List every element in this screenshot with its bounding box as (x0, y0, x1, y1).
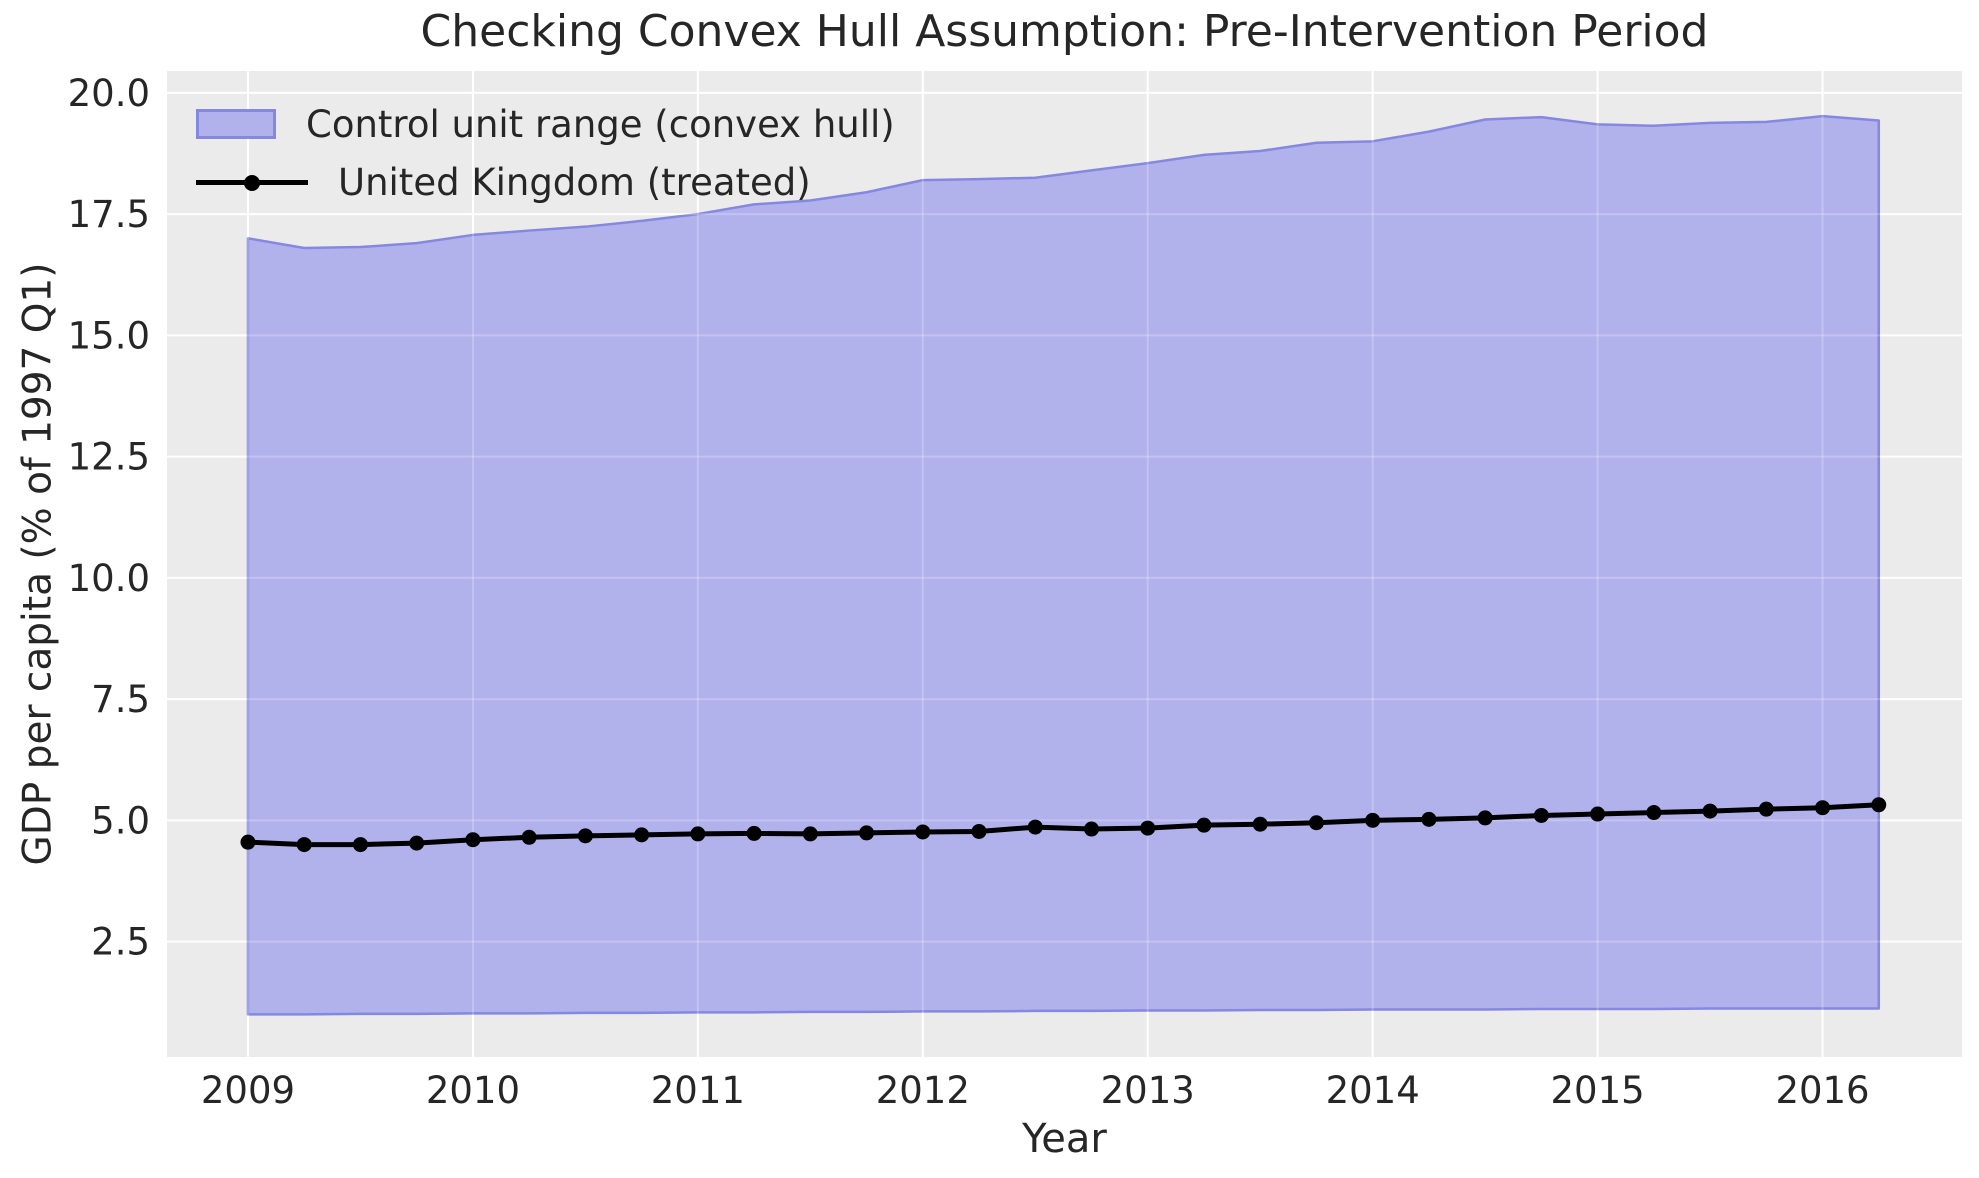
treated-line-marker (1365, 812, 1381, 828)
y-tick-label: 12.5 (68, 436, 150, 479)
treated-line-marker (1871, 797, 1887, 813)
treated-line-marker (859, 825, 875, 841)
treated-line-marker (1140, 820, 1156, 836)
treated-line-marker (1477, 810, 1493, 826)
legend: Control unit range (convex hull) United … (196, 95, 895, 211)
y-tick-label: 2.5 (91, 921, 150, 964)
area-swatch-icon (196, 109, 276, 139)
line-marker-icon (196, 167, 308, 197)
treated-line-marker (240, 834, 256, 850)
legend-label-united-kingdom: United Kingdom (treated) (338, 160, 811, 204)
y-tick-label: 17.5 (68, 193, 150, 236)
x-tick-label: 2014 (1326, 1069, 1420, 1112)
y-tick-label: 5.0 (91, 799, 150, 842)
control-range-band (246, 114, 1881, 1016)
treated-line-marker (802, 826, 818, 842)
treated-line-marker (971, 823, 987, 839)
x-tick-label: 2012 (876, 1069, 970, 1112)
y-axis-label: GDP per capita (% of 1997 Q1) (15, 262, 61, 866)
y-tick-label: 15.0 (68, 314, 150, 357)
treated-line-marker (352, 837, 368, 853)
treated-line-marker (1196, 817, 1212, 833)
treated-line-marker (1533, 807, 1549, 823)
treated-line-marker (577, 828, 593, 844)
treated-line-marker (1815, 800, 1831, 816)
y-tick-label: 20.0 (68, 72, 150, 115)
treated-line-marker (1027, 819, 1043, 835)
x-axis-label: Year (1022, 1116, 1107, 1162)
treated-line-marker (465, 832, 481, 848)
treated-line-marker (521, 829, 537, 845)
treated-line-marker (409, 835, 425, 851)
treated-line-marker (296, 837, 312, 853)
x-tick-label: 2015 (1551, 1069, 1645, 1112)
treated-line-marker (746, 825, 762, 841)
treated-line-marker (634, 827, 650, 843)
legend-item-control-range: Control unit range (convex hull) (196, 95, 895, 153)
treated-line-marker (1646, 805, 1662, 821)
treated-line-marker (1590, 806, 1606, 822)
x-tick-label: 2010 (426, 1069, 520, 1112)
x-tick-label: 2016 (1775, 1069, 1869, 1112)
x-tick-label: 2011 (651, 1069, 745, 1112)
treated-line-marker (1758, 801, 1774, 817)
legend-item-united-kingdom: United Kingdom (treated) (196, 153, 895, 211)
treated-line-marker (1308, 815, 1324, 831)
treated-line-marker (1083, 821, 1099, 837)
treated-line-marker (690, 826, 706, 842)
x-tick-label: 2013 (1101, 1069, 1195, 1112)
treated-line-marker (1421, 811, 1437, 827)
treated-line-marker (1252, 816, 1268, 832)
x-tick-label: 2009 (201, 1069, 295, 1112)
treated-line-marker (915, 824, 931, 840)
treated-line (245, 802, 1882, 848)
treated-line-marker (1702, 803, 1718, 819)
legend-label-control-range: Control unit range (convex hull) (306, 102, 895, 146)
y-tick-label: 10.0 (68, 557, 150, 600)
y-tick-label: 7.5 (91, 678, 150, 721)
chart-title: Checking Convex Hull Assumption: Pre-Int… (420, 6, 1709, 57)
